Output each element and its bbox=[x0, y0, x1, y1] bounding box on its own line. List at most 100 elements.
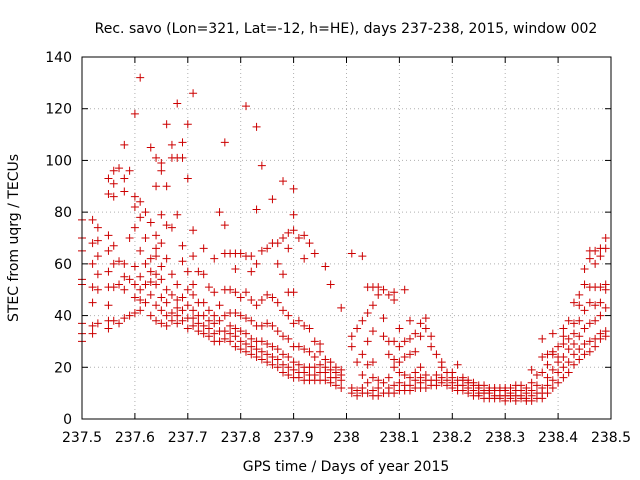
data-point bbox=[141, 280, 150, 289]
data-point bbox=[88, 215, 97, 224]
data-point bbox=[104, 231, 113, 240]
data-point bbox=[289, 184, 298, 193]
data-point bbox=[437, 373, 446, 382]
data-point bbox=[215, 208, 224, 217]
x-tick-label: 238.4 bbox=[538, 430, 578, 446]
data-point bbox=[146, 218, 155, 227]
data-point bbox=[358, 371, 367, 380]
data-point bbox=[120, 187, 129, 196]
data-point bbox=[136, 197, 145, 206]
chart-title: Rec. savo (Lon=321, Lat=-12, h=HE), days… bbox=[95, 21, 598, 37]
data-point bbox=[215, 337, 224, 346]
data-point bbox=[453, 360, 462, 369]
data-point bbox=[236, 337, 245, 346]
data-point bbox=[337, 303, 346, 312]
data-point bbox=[548, 376, 557, 385]
data-point bbox=[464, 376, 473, 385]
data-point bbox=[532, 371, 541, 380]
data-point bbox=[178, 306, 187, 315]
data-point bbox=[363, 378, 372, 387]
data-point bbox=[522, 383, 531, 392]
data-point bbox=[326, 365, 335, 374]
data-point bbox=[279, 306, 288, 315]
data-point bbox=[326, 280, 335, 289]
data-point bbox=[363, 389, 372, 398]
data-point bbox=[152, 301, 161, 310]
data-point bbox=[247, 252, 256, 261]
data-point bbox=[125, 311, 134, 320]
data-point bbox=[538, 368, 547, 377]
data-point bbox=[136, 246, 145, 255]
data-point bbox=[564, 368, 573, 377]
data-point bbox=[257, 337, 266, 346]
data-point bbox=[416, 363, 425, 372]
data-point bbox=[173, 280, 182, 289]
data-point bbox=[136, 296, 145, 305]
axis-ticks: 237.5 237.6 237.7 237.8 237.9 238 238.1 238.2 23… bbox=[45, 50, 631, 446]
data-point bbox=[263, 340, 272, 349]
data-point bbox=[569, 319, 578, 328]
data-point bbox=[575, 355, 584, 364]
data-point bbox=[273, 345, 282, 354]
data-point bbox=[405, 373, 414, 382]
y-tick-label: 80 bbox=[54, 205, 72, 221]
data-point bbox=[353, 358, 362, 367]
x-tick-label: 237.9 bbox=[274, 430, 314, 446]
data-point bbox=[167, 290, 176, 299]
data-point bbox=[152, 252, 161, 261]
data-point bbox=[204, 332, 213, 341]
data-point bbox=[538, 334, 547, 343]
x-tick-label: 237.6 bbox=[115, 430, 155, 446]
data-point bbox=[268, 293, 277, 302]
data-point bbox=[88, 329, 97, 338]
data-point bbox=[183, 324, 192, 333]
data-point bbox=[125, 166, 134, 175]
data-point bbox=[543, 373, 552, 382]
data-point bbox=[93, 285, 102, 294]
data-point bbox=[279, 177, 288, 186]
data-point bbox=[564, 358, 573, 367]
data-point bbox=[167, 308, 176, 317]
data-point bbox=[268, 321, 277, 330]
y-tick-label: 100 bbox=[45, 153, 72, 169]
data-point bbox=[173, 296, 182, 305]
data-point bbox=[569, 298, 578, 307]
data-point bbox=[543, 360, 552, 369]
data-point bbox=[379, 314, 388, 323]
data-point bbox=[109, 283, 118, 292]
data-point bbox=[580, 350, 589, 359]
data-point bbox=[374, 376, 383, 385]
data-point bbox=[527, 365, 536, 374]
data-point bbox=[390, 363, 399, 372]
data-point bbox=[136, 73, 145, 82]
data-point bbox=[443, 376, 452, 385]
data-point bbox=[569, 329, 578, 338]
data-point bbox=[316, 340, 325, 349]
y-tick-label: 60 bbox=[54, 257, 72, 273]
data-point bbox=[189, 226, 198, 235]
data-point bbox=[167, 223, 176, 232]
data-point bbox=[294, 360, 303, 369]
data-point bbox=[575, 345, 584, 354]
data-point bbox=[316, 347, 325, 356]
data-point bbox=[580, 280, 589, 289]
data-point bbox=[368, 386, 377, 395]
data-point bbox=[88, 239, 97, 248]
data-point bbox=[215, 316, 224, 325]
data-point bbox=[157, 319, 166, 328]
data-point bbox=[321, 363, 330, 372]
data-point bbox=[252, 345, 261, 354]
data-point bbox=[326, 358, 335, 367]
data-point bbox=[183, 301, 192, 310]
data-point bbox=[162, 182, 171, 191]
data-point bbox=[310, 249, 319, 258]
data-point bbox=[220, 221, 229, 230]
data-point bbox=[199, 329, 208, 338]
data-point bbox=[400, 371, 409, 380]
data-point bbox=[405, 381, 414, 390]
x-tick-label: 238 bbox=[333, 430, 360, 446]
data-point bbox=[353, 386, 362, 395]
data-point bbox=[268, 342, 277, 351]
data-point bbox=[289, 288, 298, 297]
data-point bbox=[146, 311, 155, 320]
